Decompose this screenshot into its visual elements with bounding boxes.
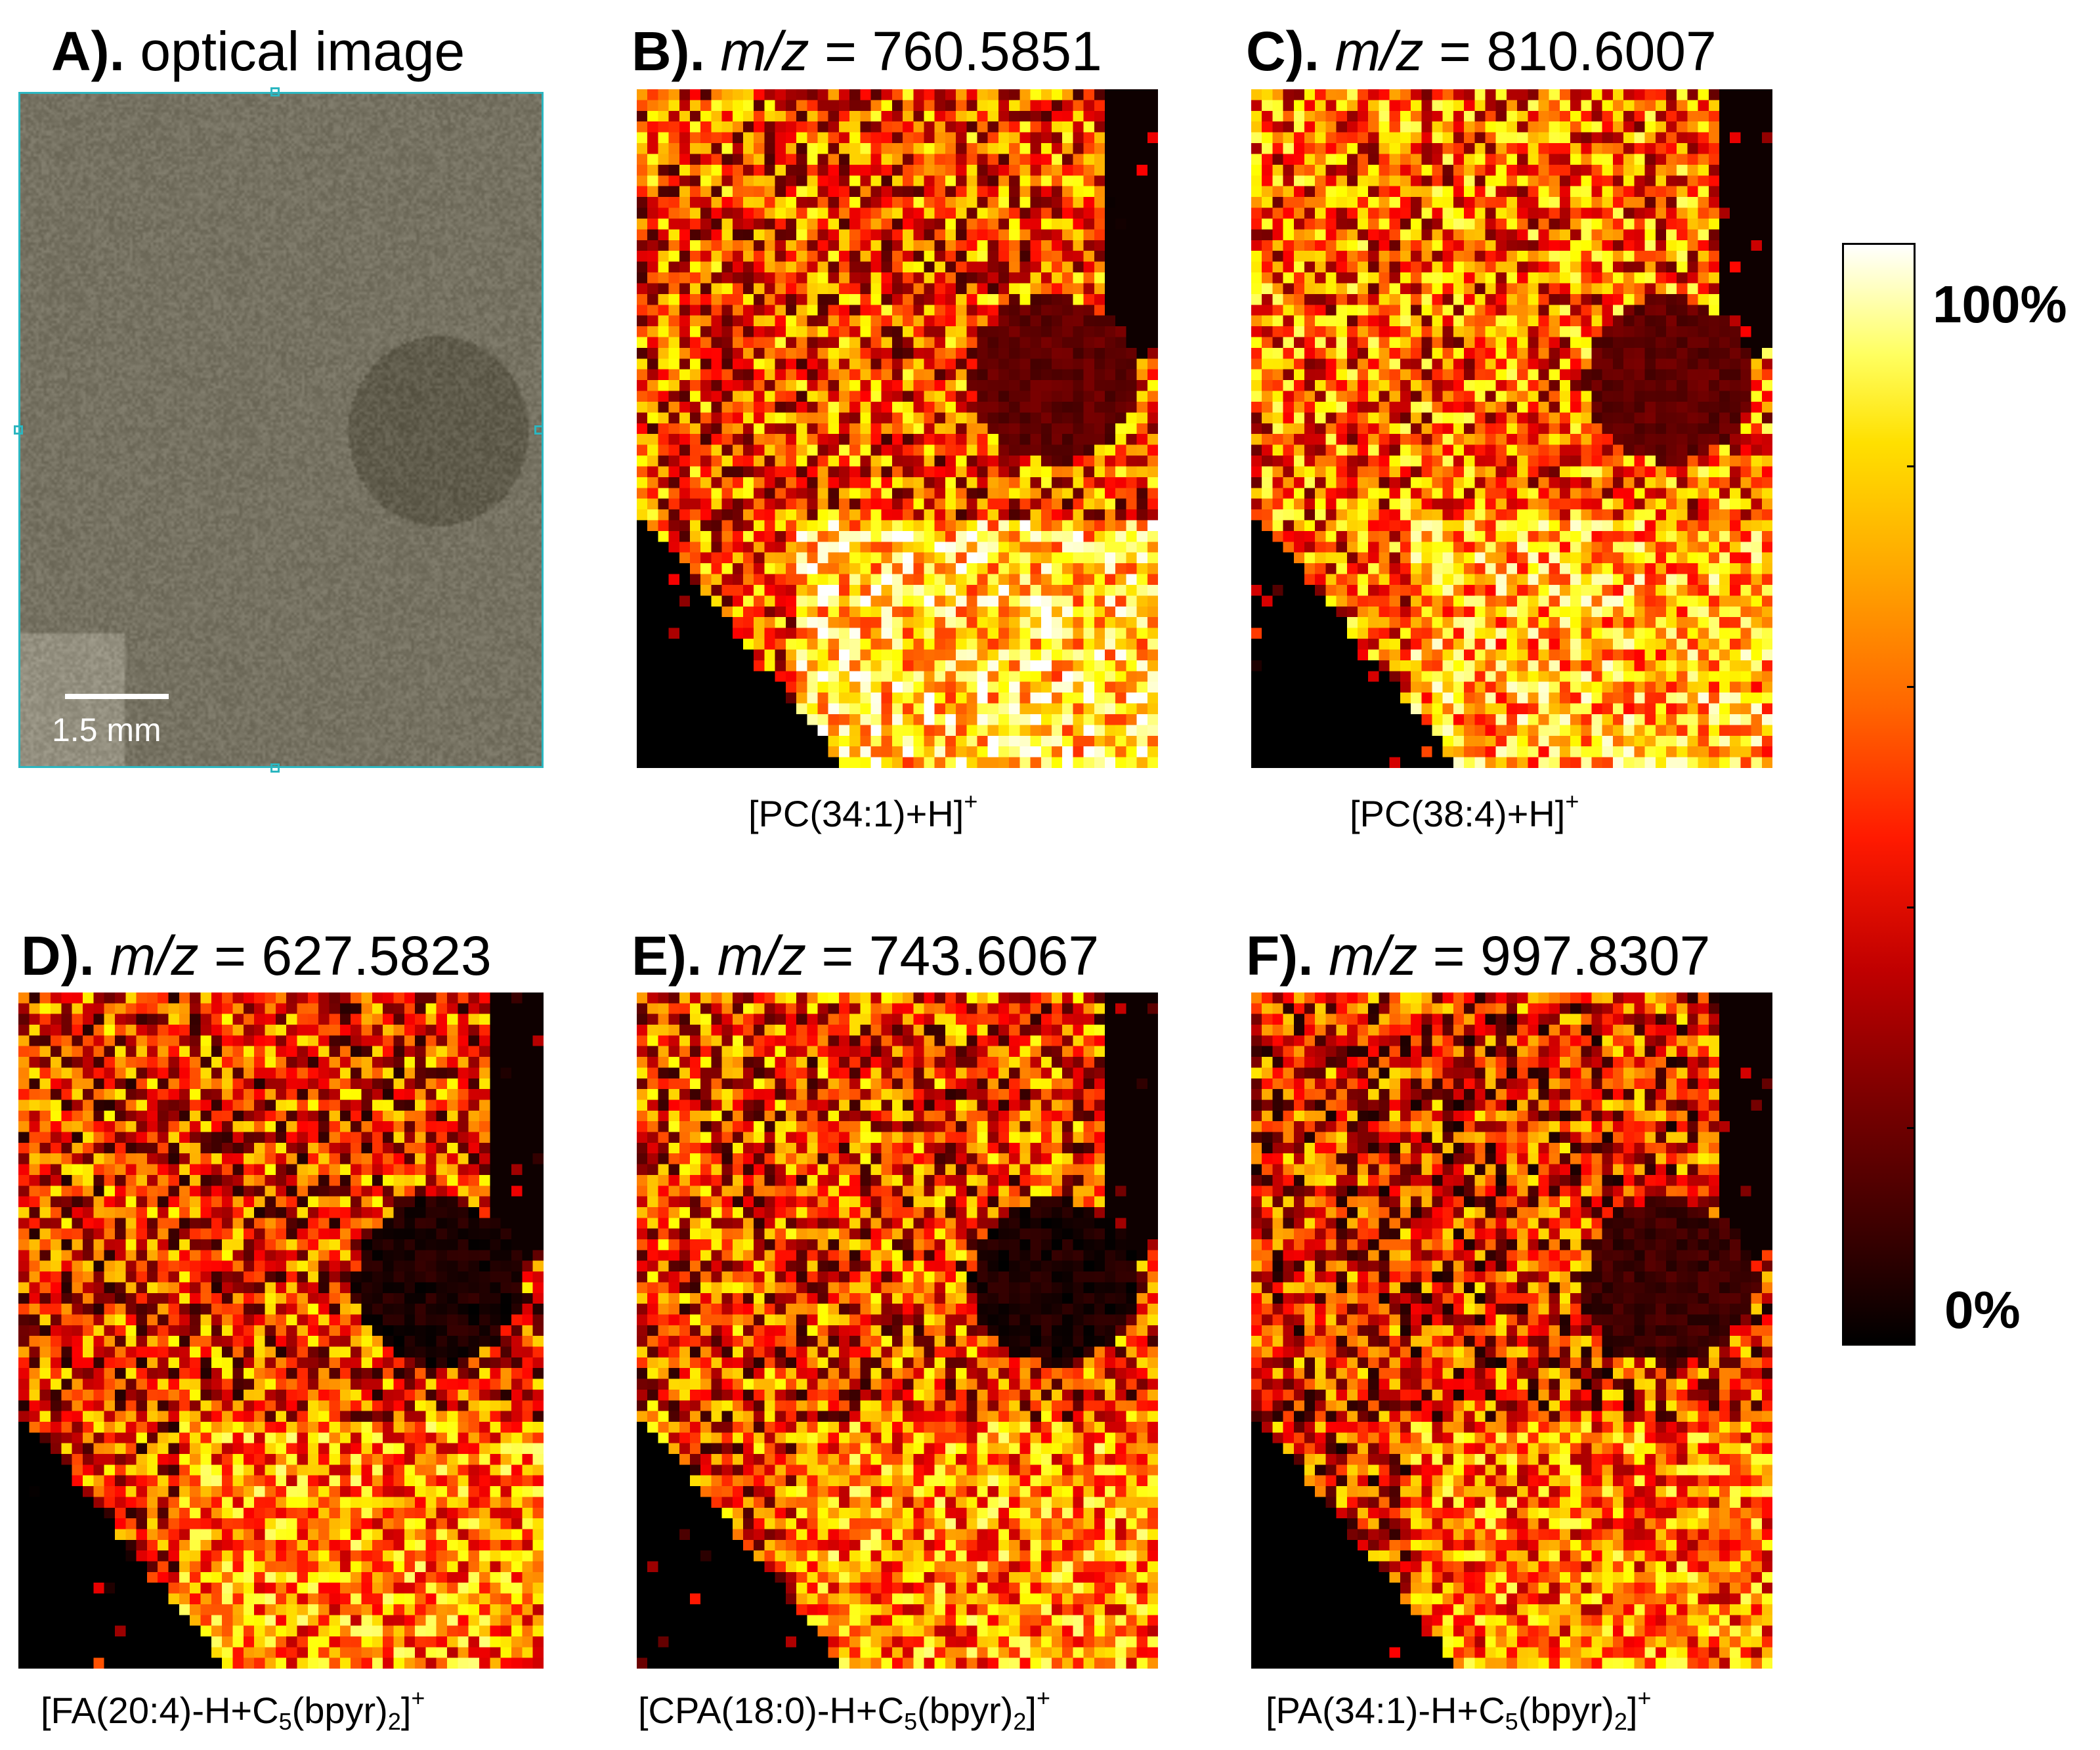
panel-b-caption-charge: + [964, 788, 978, 815]
panel-d-caption-sub2: 2 [387, 1708, 401, 1735]
panel-d-title: D). m/z = 627.5823 [21, 928, 492, 983]
panel-c-caption: [PC(38:4)+H]+ [1350, 788, 1579, 835]
panel-c-letter: C). [1246, 20, 1319, 82]
panel-b-mz-value: = 760.5851 [824, 20, 1102, 82]
panel-c-ion-image [1251, 89, 1772, 768]
panel-b-letter: B). [632, 20, 705, 82]
panel-f-caption-post: ] [1627, 1690, 1638, 1731]
panel-d-caption-mid: (bpyr) [291, 1690, 388, 1731]
panel-b-ion-image [637, 89, 1158, 768]
colorbar-tick [1907, 1127, 1914, 1129]
selection-handle [270, 87, 280, 96]
panel-d-caption: [FA(20:4)-H+C5(bpyr)2]+ [41, 1684, 425, 1736]
ion-image-heatmap [1251, 89, 1772, 768]
selection-handle [14, 425, 23, 435]
panel-c-caption-text: [PC(38:4)+H] [1350, 793, 1566, 834]
panel-d-caption-post: ] [400, 1690, 412, 1731]
panel-e-mz-label: m/z [717, 925, 806, 987]
panel-f-mz-value: = 997.8307 [1432, 925, 1711, 987]
panel-f-title: F). m/z = 997.8307 [1246, 928, 1710, 983]
panel-f-caption-mid: (bpyr) [1518, 1690, 1614, 1731]
colorbar-tick [1907, 465, 1914, 467]
panel-e-caption-post: ] [1026, 1690, 1037, 1731]
ion-image-heatmap [637, 992, 1158, 1669]
panel-d-ion-image [18, 992, 544, 1669]
selection-handle [270, 763, 280, 773]
panel-f-caption-sub: 5 [1505, 1708, 1518, 1735]
panel-e-caption-mid: (bpyr) [917, 1690, 1014, 1731]
panel-f-caption-pre: [PA(34:1)-H+C [1266, 1690, 1505, 1731]
panel-e-caption: [CPA(18:0)-H+C5(bpyr)2]+ [638, 1684, 1050, 1736]
colorbar-tick [1907, 907, 1914, 908]
selection-handle [534, 425, 544, 435]
panel-d-letter: D). [21, 925, 95, 987]
ion-image-heatmap [637, 89, 1158, 768]
ion-image-heatmap [18, 992, 544, 1669]
panel-c-mz-value: = 810.6007 [1438, 20, 1717, 82]
panel-e-caption-charge: + [1036, 1684, 1050, 1711]
panel-e-mz-value: = 743.6067 [821, 925, 1100, 987]
panel-b-caption-text: [PC(34:1)+H] [748, 793, 964, 834]
panel-d-caption-sub: 5 [278, 1708, 292, 1735]
panel-e-caption-sub2: 2 [1013, 1708, 1027, 1735]
panel-a-title-text: optical image [140, 20, 465, 82]
panel-b-title: B). m/z = 760.5851 [632, 24, 1102, 79]
panel-e-ion-image [637, 992, 1158, 1669]
panel-e-caption-pre: [CPA(18:0)-H+C [638, 1690, 905, 1731]
panel-f-ion-image [1251, 992, 1772, 1669]
panel-b-caption: [PC(34:1)+H]+ [748, 788, 977, 835]
panel-c-title: C). m/z = 810.6007 [1246, 24, 1717, 79]
panel-d-mz-label: m/z [110, 925, 199, 987]
panel-f-mz-label: m/z [1328, 925, 1418, 987]
scale-bar-label: 1.5 mm [52, 712, 161, 748]
panel-d-caption-pre: [FA(20:4)-H+C [41, 1690, 279, 1731]
panel-d-mz-value: = 627.5823 [213, 925, 492, 987]
panel-f-caption-sub2: 2 [1614, 1708, 1627, 1735]
panel-f-caption-charge: + [1637, 1684, 1652, 1711]
optical-image-canvas [20, 94, 542, 766]
optical-image: 1.5 mm [18, 92, 544, 768]
scale-bar [65, 694, 169, 699]
panel-a-letter: A). [51, 20, 125, 82]
panel-e-title: E). m/z = 743.6067 [632, 928, 1099, 983]
colorbar-max-label: 100% [1933, 275, 2067, 333]
colorbar [1842, 243, 1916, 1346]
ion-image-heatmap [1251, 992, 1772, 1669]
panel-e-caption-sub: 5 [904, 1708, 918, 1735]
panel-f-letter: F). [1246, 925, 1314, 987]
panel-c-caption-charge: + [1565, 788, 1579, 815]
panel-b-mz-label: m/z [720, 20, 809, 82]
panel-a-title: A). optical image [51, 24, 465, 79]
colorbar-min-label: 0% [1944, 1281, 2021, 1339]
panel-c-mz-label: m/z [1335, 20, 1424, 82]
panel-d-caption-charge: + [411, 1684, 425, 1711]
colorbar-tick [1907, 686, 1914, 688]
panel-f-caption: [PA(34:1)-H+C5(bpyr)2]+ [1266, 1684, 1652, 1736]
panel-e-letter: E). [632, 925, 702, 987]
